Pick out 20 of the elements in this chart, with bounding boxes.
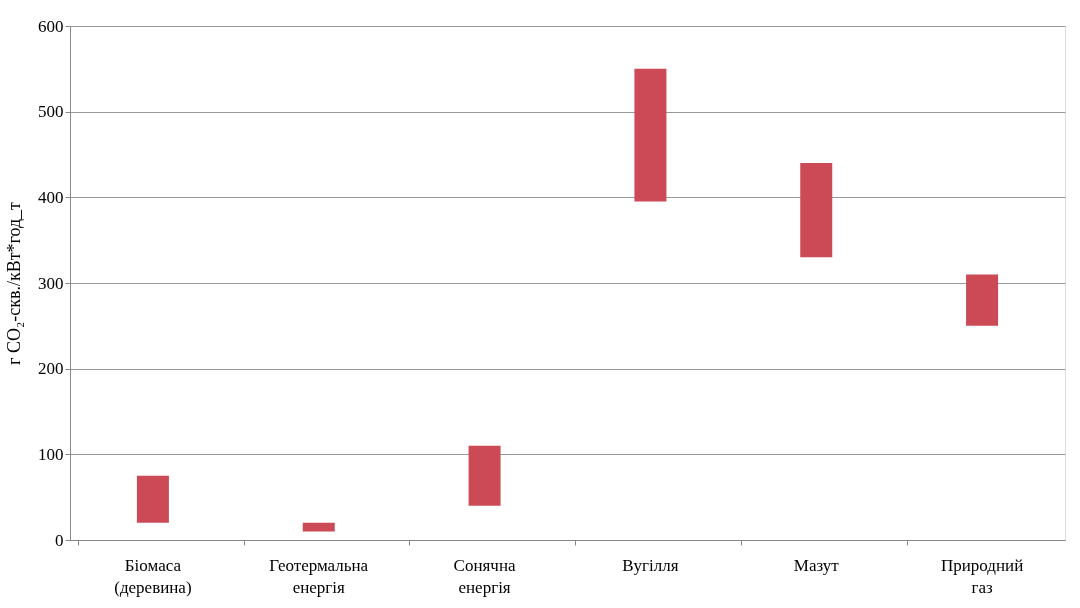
bar xyxy=(468,445,501,506)
y-tick-label: 400 xyxy=(38,187,64,207)
x-tick-label: Геотермальна енергія xyxy=(269,555,369,597)
y-tick-label: 500 xyxy=(38,102,64,122)
y-tick-label: 300 xyxy=(38,273,64,293)
x-tick-label: Мазут xyxy=(793,555,840,575)
x-tick-label: Вугілля xyxy=(622,555,679,575)
y-tick-label: 200 xyxy=(38,359,64,379)
y-axis-title: г CO₂-скв./кВт*год_т xyxy=(4,201,24,365)
y-tick-label: 0 xyxy=(55,530,64,550)
bar xyxy=(136,475,169,523)
x-tick-label: Сонячна енергія xyxy=(453,555,517,597)
bar xyxy=(634,68,667,202)
bar xyxy=(302,522,335,532)
bar xyxy=(800,163,833,258)
x-tick-label: Біомаса (деревина) xyxy=(114,555,192,597)
y-tick-label: 100 xyxy=(38,444,64,464)
y-tick-label: 600 xyxy=(38,16,64,36)
x-tick-label: Природний газ xyxy=(940,555,1024,597)
bar xyxy=(966,274,999,326)
